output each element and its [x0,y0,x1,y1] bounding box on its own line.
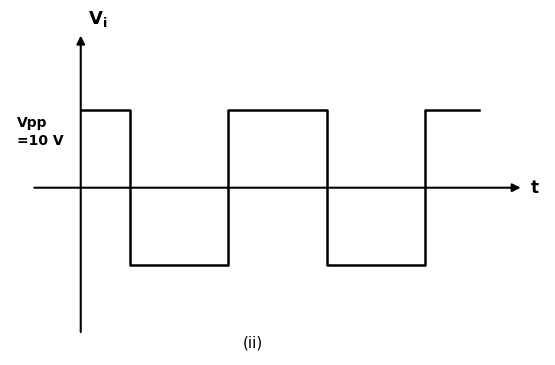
Text: Vpp
=10 V: Vpp =10 V [17,116,63,147]
Text: $\mathbf{V_i}$: $\mathbf{V_i}$ [88,9,108,29]
Text: t: t [531,179,539,197]
Text: (ii): (ii) [243,335,263,350]
